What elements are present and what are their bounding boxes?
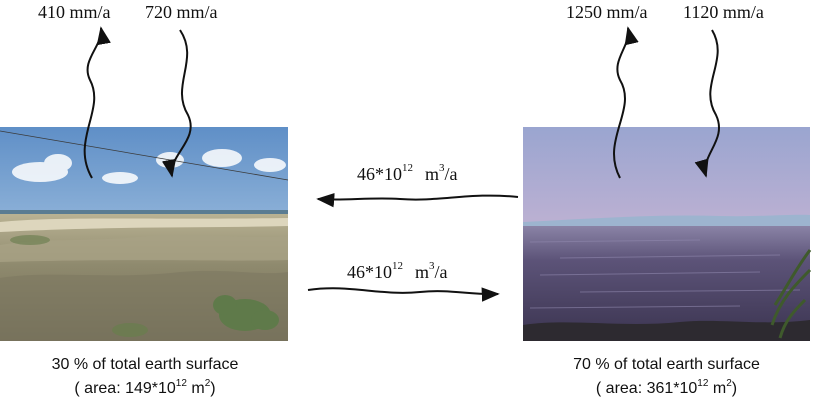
shrub — [213, 295, 279, 331]
land-area-unit-exp: 2 — [204, 378, 211, 389]
ocean-precipitation-arrow — [694, 29, 720, 178]
land-area-prefix: ( area: 149*10 — [74, 380, 176, 397]
ocean-evaporation-label: 1250 mm/a — [566, 2, 648, 22]
ocean-caption-area: ( area: 361*1012 m2) — [523, 378, 810, 398]
transport-bottom-base: 46*10 — [347, 262, 392, 282]
transport-bottom-unit-suffix: /a — [434, 262, 448, 282]
ocean-photo — [523, 127, 812, 341]
transport-ocean-to-land-label: 46*1012 m3/a — [357, 162, 458, 185]
transport-land-to-ocean-label: 46*1012 m3/a — [347, 260, 448, 283]
transport-top-unit: m — [425, 164, 440, 184]
power-line — [0, 130, 289, 181]
land-area-suffix: ) — [210, 380, 216, 397]
transport-bottom-unit: m — [415, 262, 430, 282]
ocean-area-unit-exp: 2 — [726, 378, 732, 389]
ocean-precipitation-label: 1120 mm/a — [683, 2, 764, 22]
land-evaporation-arrow — [161, 29, 192, 178]
transport-bottom-unit-exp: 3 — [429, 260, 435, 272]
land-photo — [0, 127, 289, 341]
transport-top-unit-exp: 3 — [439, 162, 445, 174]
land-caption-area: ( area: 149*1012 m2) — [0, 378, 290, 398]
ocean-caption-line1: 70 % of total earth surface — [573, 356, 760, 373]
ocean-waves — [529, 239, 801, 309]
transport-land-to-ocean-arrow — [307, 287, 500, 302]
ocean-evaporation-arrow — [613, 26, 639, 179]
ocean-area-suffix: ) — [731, 380, 738, 397]
ocean-area-prefix: ( area: 361*10 — [595, 380, 698, 397]
ocean-area-exp: 12 — [697, 378, 709, 389]
land-caption-line1: 30 % of total earth surface — [51, 356, 239, 373]
transport-top-exp: 12 — [402, 162, 413, 174]
land-area-exp: 12 — [175, 378, 187, 389]
land-area-unit: m — [186, 380, 205, 397]
transport-ocean-to-land-arrow — [316, 193, 519, 208]
transport-top-base: 46*10 — [357, 164, 402, 184]
land-evaporation-label: 720 mm/a — [145, 2, 218, 22]
land-precipitation-label: 410 mm/a — [38, 2, 111, 22]
transport-top-unit-suffix: /a — [444, 164, 458, 184]
land-precipitation-arrow — [83, 26, 111, 179]
transport-bottom-exp: 12 — [392, 260, 403, 272]
land-clouds — [12, 149, 286, 184]
ocean-area-unit: m — [708, 380, 727, 397]
palm-leaves — [770, 249, 812, 339]
